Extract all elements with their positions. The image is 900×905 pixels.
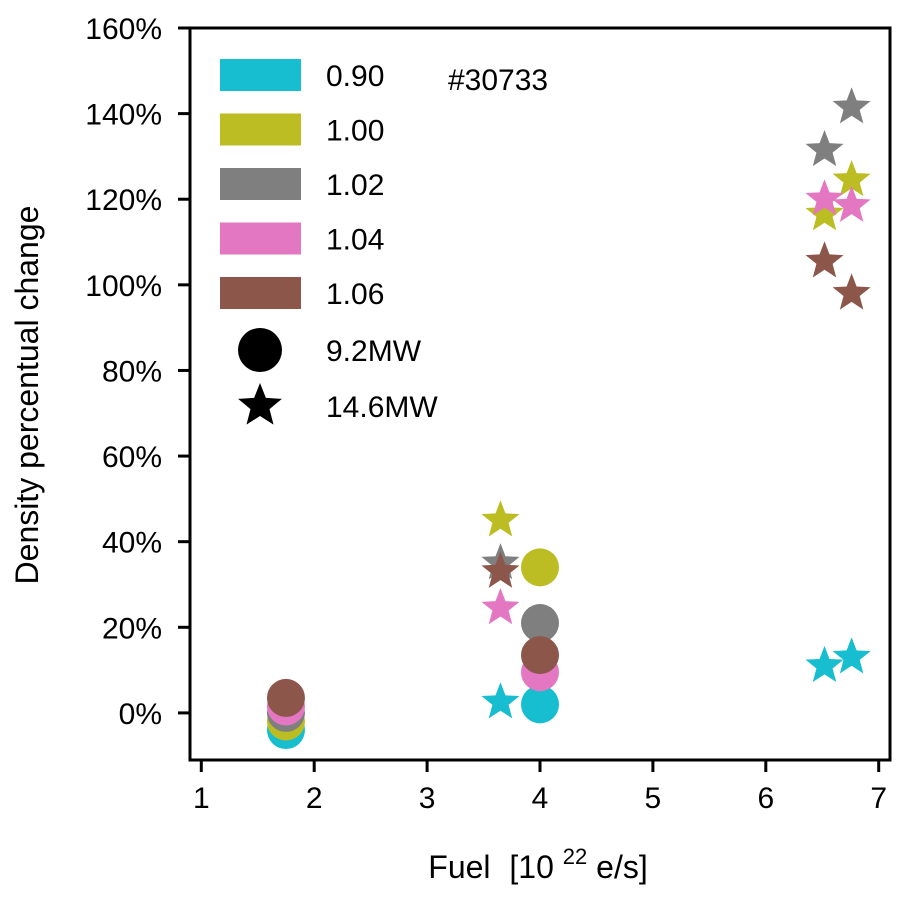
- x-axis-label-main: Fuel: [428, 849, 490, 885]
- x-tick-label: 6: [757, 782, 774, 815]
- data-point-circle: [521, 636, 559, 675]
- y-tick-label: 100%: [85, 270, 162, 303]
- legend-marker-circle: [238, 328, 282, 372]
- data-point-star: [481, 682, 520, 719]
- legend-marker-star: [238, 383, 282, 425]
- data-point-star: [805, 241, 844, 278]
- data-point-circle: [521, 604, 559, 643]
- data-point-star: [481, 588, 520, 625]
- data-point-star: [805, 194, 844, 231]
- data-point-circle: [266, 678, 305, 717]
- data-point-circle: [521, 685, 559, 724]
- data-point-star: [832, 273, 871, 310]
- legend-swatch: [220, 222, 301, 255]
- data-point-circle: [521, 548, 559, 587]
- legend-swatch: [220, 168, 301, 200]
- x-axis-label: Fuel [10 22 e/s]: [428, 835, 647, 885]
- x-tick-label: 7: [870, 782, 887, 815]
- legend-label: 1.04: [326, 224, 384, 257]
- data-points: [266, 87, 871, 750]
- data-point-star: [832, 185, 871, 222]
- data-point-star: [805, 645, 844, 682]
- x-tick-label: 2: [306, 782, 323, 815]
- data-point-star: [481, 551, 520, 588]
- legend-swatch: [220, 277, 301, 309]
- y-tick-label: 0%: [119, 698, 162, 731]
- x-axis-label-unit-prefix: [10: [509, 849, 553, 885]
- data-point-star: [832, 159, 871, 197]
- x-tick-label: 4: [532, 782, 549, 815]
- legend-label: 1.00: [326, 115, 384, 148]
- y-tick-label: 60%: [102, 441, 162, 474]
- legend-label: 0.90: [326, 60, 384, 93]
- x-axis-ticks: 1 2 3 4 5 6 7: [193, 760, 887, 815]
- legend-swatch: [220, 113, 301, 146]
- shot-number-annotation: #30733: [448, 64, 548, 97]
- data-point-star: [805, 130, 844, 167]
- legend-swatch: [220, 59, 301, 91]
- data-point-star: [832, 87, 871, 124]
- legend-label: 9.2MW: [326, 335, 422, 368]
- x-axis-label-unit-exponent: 22: [563, 844, 587, 869]
- data-point-star: [481, 500, 520, 537]
- legend-label: 1.02: [326, 169, 384, 202]
- legend: 0.90 1.00 1.02 1.04 1.06 9.2MW 14.6MW: [220, 59, 438, 425]
- y-axis-label: Density percentual change: [9, 206, 45, 585]
- x-tick-label: 1: [193, 782, 210, 815]
- y-tick-label: 40%: [102, 527, 162, 560]
- y-tick-label: 80%: [102, 355, 162, 388]
- y-axis-ticks: 0% 20% 40% 60% 80% 100% 120% 140% 160%: [85, 13, 190, 731]
- legend-label: 1.06: [326, 278, 384, 311]
- x-tick-label: 3: [419, 782, 436, 815]
- data-point-star: [832, 637, 871, 674]
- data-point-star: [805, 179, 844, 216]
- x-tick-label: 5: [645, 782, 662, 815]
- plot-frame: [188, 26, 892, 762]
- legend-label: 14.6MW: [326, 391, 438, 424]
- y-tick-label: 140%: [85, 99, 162, 132]
- y-tick-label: 160%: [85, 13, 162, 46]
- y-tick-label: 120%: [85, 184, 162, 217]
- y-tick-label: 20%: [102, 612, 162, 645]
- x-axis-label-unit-suffix: e/s]: [596, 849, 648, 885]
